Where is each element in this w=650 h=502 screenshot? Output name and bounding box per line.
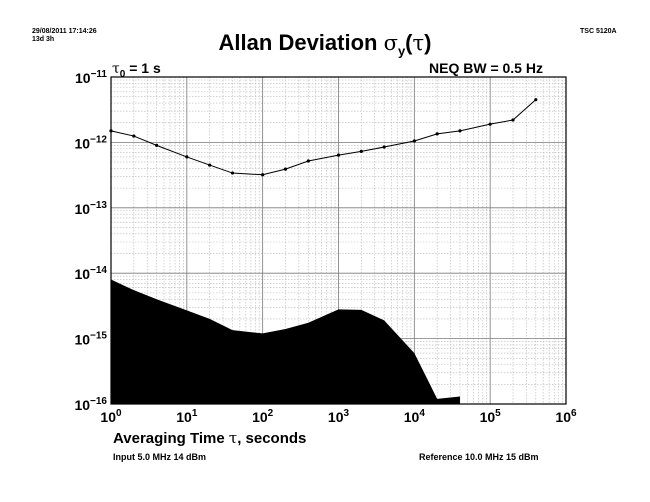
x-axis-label-units: , seconds <box>237 430 307 447</box>
reference-info: Reference 10.0 MHz 15 dBm <box>419 452 539 462</box>
x-tick-label: 104 <box>404 408 426 425</box>
chart-title: Allan Deviation σy(τ) <box>0 30 650 58</box>
data-point <box>359 149 363 153</box>
x-tick-label: 106 <box>555 408 577 425</box>
noise-floor-area <box>111 279 460 404</box>
data-point <box>435 132 439 136</box>
timestamp-duration: 13d 3h <box>32 36 55 43</box>
data-point <box>155 143 159 147</box>
y-tick-label: 10−11 <box>75 69 107 86</box>
tau0-value: = 1 s <box>125 60 161 76</box>
x-tick-label: 105 <box>480 408 502 425</box>
title-sigma: σ <box>383 31 398 55</box>
data-point <box>261 173 265 177</box>
timestamp: 29/08/2011 17:14:26 13d 3h <box>32 28 97 44</box>
x-tick-label: 101 <box>176 408 198 425</box>
tau0-symbol: τ <box>112 61 120 77</box>
x-axis-label: Averaging Time τ, seconds <box>113 429 306 447</box>
x-tick-label: 102 <box>252 408 274 425</box>
data-point <box>306 159 310 163</box>
allan-deviation-line <box>110 99 537 176</box>
title-text: Allan Deviation <box>218 30 384 55</box>
data-point <box>382 145 386 149</box>
title-subscript: y <box>397 43 406 59</box>
data-point <box>534 98 538 102</box>
y-tick-label: 10−13 <box>74 200 107 217</box>
timestamp-date: 29/08/2011 17:14:26 <box>32 28 97 35</box>
data-point <box>132 134 136 138</box>
plot-frame <box>110 76 567 405</box>
x-tick-label: 103 <box>328 408 350 425</box>
data-point <box>458 129 462 133</box>
x-axis-label-tau: τ <box>228 429 238 447</box>
y-tick-label: 10−14 <box>74 265 107 282</box>
data-point <box>511 118 515 122</box>
data-point <box>412 139 416 143</box>
title-open-paren: ( <box>405 30 413 55</box>
x-tick-label: 100 <box>100 408 122 425</box>
title-tau: τ <box>412 31 425 55</box>
data-point <box>336 153 341 157</box>
y-tick-label: 10−16 <box>74 396 107 413</box>
title-close-paren: ) <box>424 30 432 55</box>
tau0-label: τ0 = 1 s <box>112 60 161 80</box>
instrument-label: TSC 5120A <box>580 28 617 35</box>
data-point <box>185 155 189 159</box>
x-axis-label-text: Averaging Time <box>113 430 229 447</box>
neq-bw-label: NEQ BW = 0.5 Hz <box>429 60 543 76</box>
data-point <box>283 167 288 171</box>
data-point <box>230 171 235 175</box>
tau0-subscript: 0 <box>119 68 126 80</box>
input-info: Input 5.0 MHz 14 dBm <box>113 452 207 462</box>
data-point <box>488 122 492 126</box>
y-tick-label: 10−15 <box>74 331 107 348</box>
data-point <box>208 163 212 167</box>
y-tick-label: 10−12 <box>74 134 107 151</box>
